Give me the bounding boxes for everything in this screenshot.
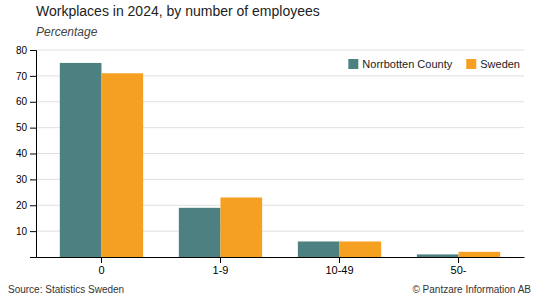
y-tick: 80 (16, 45, 36, 56)
bars (60, 63, 500, 257)
legend-item: Sweden (466, 58, 520, 70)
annotation: Source: Statistics Sweden (8, 284, 124, 295)
chart-svg: Workplaces in 2024, by number of employe… (0, 0, 539, 299)
y-tick-mark (30, 102, 36, 103)
x-tick-label: 0 (98, 264, 104, 276)
legend-swatch (466, 59, 476, 69)
chart-container: Workplaces in 2024, by number of employe… (0, 0, 539, 299)
y-tick-label: 20 (16, 200, 28, 211)
legend-item: Norrbotten County (348, 58, 452, 70)
bar (220, 197, 262, 257)
y-tick-label: 80 (16, 45, 28, 56)
bar (101, 73, 143, 257)
y-tick-label: 70 (16, 71, 28, 82)
y-axis-line (30, 51, 37, 258)
title: Workplaces in 2024, by number of employe… (36, 3, 320, 19)
bar (417, 254, 459, 257)
legend-swatch (348, 59, 358, 69)
x-tick: 1-9 (213, 257, 229, 276)
legend-label: Sweden (480, 58, 520, 70)
x-axis-line (37, 257, 525, 258)
annotation: © Pantzare Information AB (412, 284, 531, 295)
x-tick: 0 (98, 257, 104, 276)
y-tick: 70 (16, 71, 36, 82)
x-tick-mark (339, 257, 340, 263)
bar (179, 208, 221, 257)
y-tick-label: 30 (16, 174, 28, 185)
y-tick-label: 10 (16, 226, 28, 237)
bar (340, 241, 382, 257)
x-axis: 0 1-9 10-49 50- (37, 257, 525, 276)
y-tick: 60 (16, 96, 36, 107)
subtitle: Percentage (36, 25, 98, 39)
y-tick-label: 50 (16, 122, 28, 133)
y-tick: 30 (16, 174, 36, 185)
y-tick-mark (30, 205, 36, 206)
y-tick: 10 (16, 226, 36, 237)
bar (459, 252, 501, 257)
plot-area: 10 20 30 40 50 60 70 80 0 1-9 10-49 50- Norrbotten C… (16, 45, 525, 276)
y-tick-mark (30, 231, 36, 232)
y-tick: 40 (16, 148, 36, 159)
y-tick-label: 60 (16, 96, 28, 107)
x-tick-label: 10-49 (325, 264, 353, 276)
y-axis: 10 20 30 40 50 60 70 80 (16, 45, 37, 258)
y-tick: 50 (16, 122, 36, 133)
x-tick-mark (458, 257, 459, 263)
bar (298, 241, 340, 257)
y-tick-mark (30, 179, 36, 180)
x-tick-mark (220, 257, 221, 263)
y-tick-mark (30, 128, 36, 129)
y-tick: 20 (16, 200, 36, 211)
y-tick-label: 40 (16, 148, 28, 159)
y-tick-mark (30, 154, 36, 155)
x-tick: 10-49 (325, 257, 353, 276)
grid-line (36, 50, 524, 51)
legend: Norrbotten County Sweden (348, 58, 520, 70)
x-tick-mark (101, 257, 102, 263)
x-tick-label: 50- (451, 264, 467, 276)
legend-label: Norrbotten County (362, 58, 452, 70)
y-tick-mark (30, 50, 36, 51)
y-tick-mark (30, 76, 36, 77)
x-tick: 50- (451, 257, 467, 276)
bar (60, 63, 102, 257)
x-tick-label: 1-9 (213, 264, 229, 276)
